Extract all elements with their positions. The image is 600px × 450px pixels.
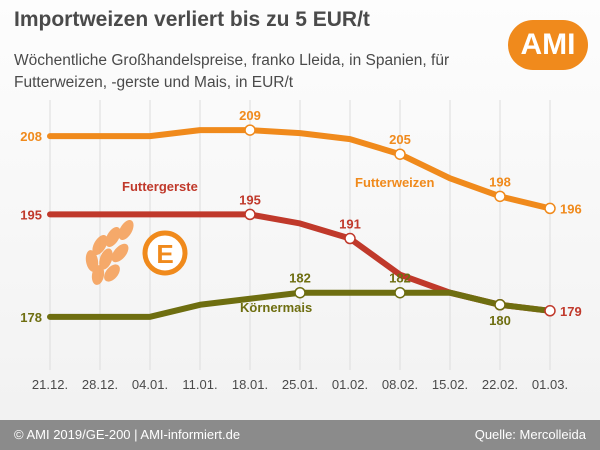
data-label: 198 — [489, 174, 511, 189]
data-point — [244, 124, 256, 136]
footer: © AMI 2019/GE-200 | AMI-informiert.de Qu… — [0, 420, 600, 450]
series-name-label: Futterweizen — [355, 175, 435, 190]
chart-subtitle: Wöchentliche Großhandelspreise, franko L… — [14, 52, 450, 91]
x-tick-label: 25.01. — [282, 377, 318, 392]
data-label: 180 — [489, 313, 511, 328]
data-point — [394, 148, 406, 160]
data-label: 179 — [560, 304, 582, 319]
data-label: 178 — [20, 310, 42, 325]
footer-source: Quelle: Mercolleida — [474, 427, 586, 442]
data-point — [544, 305, 556, 317]
data-label: 191 — [339, 217, 361, 232]
series-line-futterweizen — [47, 127, 553, 212]
data-point — [344, 232, 356, 245]
series-name-label: Futtergerste — [122, 179, 198, 194]
country-badge: E — [142, 230, 188, 276]
data-label: 195 — [20, 207, 42, 222]
data-point — [544, 202, 556, 215]
data-point — [494, 190, 506, 203]
x-axis: 21.12. 28.12. 04.01. 11.01. 18.01. 25.01. 01.0… — [32, 377, 568, 392]
data-label: 209 — [239, 108, 261, 123]
data-point — [394, 286, 406, 299]
markers-group — [244, 124, 556, 317]
decoration: E — [85, 220, 188, 285]
x-tick-label: 01.03. — [532, 377, 568, 392]
data-label: 208 — [20, 129, 42, 144]
x-tick-label: 18.01. — [232, 377, 268, 392]
data-label: 195 — [239, 192, 261, 207]
data-point — [244, 208, 256, 221]
x-tick-label: 08.02. — [382, 377, 418, 392]
x-tick-label: 28.12. — [82, 377, 118, 392]
series-name-label: Körnermais — [240, 300, 312, 315]
x-tick-label: 04.01. — [132, 377, 168, 392]
x-tick-label: 15.02. — [432, 377, 468, 392]
data-label: 196 — [560, 201, 582, 216]
data-label: 205 — [389, 132, 411, 147]
footer-copyright: © AMI 2019/GE-200 | AMI-informiert.de — [14, 427, 241, 442]
line-chart: E 208 209 205 198 196 195 195 191 179 178 182 182 18… — [20, 100, 582, 392]
data-label: 182 — [289, 271, 311, 286]
x-tick-label: 22.02. — [482, 377, 518, 392]
wheat-icon — [85, 220, 134, 285]
labels-group: 208 209 205 198 196 195 195 191 179 178 182 182 180 F… — [20, 108, 581, 328]
data-label: 182 — [389, 271, 411, 286]
svg-text:E: E — [156, 239, 173, 269]
x-tick-label: 11.01. — [182, 377, 217, 392]
ami-logo: AMI — [508, 20, 588, 70]
data-point — [294, 286, 306, 299]
data-point — [494, 299, 506, 311]
x-tick-label: 21.12. — [32, 377, 68, 392]
chart-title: Importweizen verliert bis zu 5 EUR/t — [14, 8, 370, 31]
x-tick-label: 01.02. — [332, 377, 368, 392]
